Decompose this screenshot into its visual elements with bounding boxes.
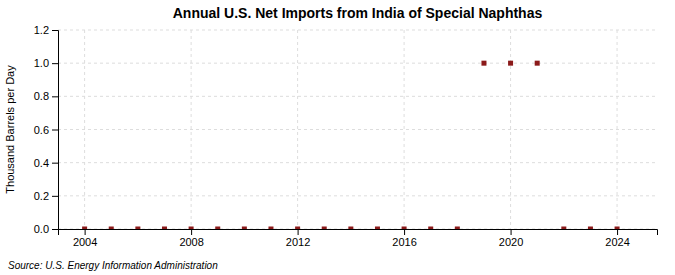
x-tick: 2008 <box>179 229 203 248</box>
point <box>588 227 593 230</box>
point <box>481 61 486 66</box>
point <box>242 227 247 230</box>
point <box>322 227 327 230</box>
y-tick-label: 0.0 <box>34 223 49 235</box>
y-tick: 1.0 <box>34 57 58 69</box>
y-tick-label: 0.8 <box>34 90 49 102</box>
grid <box>58 30 657 229</box>
y-tick-label: 0.2 <box>34 190 49 202</box>
x-tick-label: 2012 <box>286 236 310 248</box>
y-tick-label: 1.0 <box>34 57 49 69</box>
x-grid-line <box>404 30 405 229</box>
y-tick-mark <box>52 163 58 164</box>
x-grid-line <box>84 30 85 229</box>
point <box>135 227 140 230</box>
point <box>109 227 114 230</box>
x-tick: 2012 <box>286 229 310 248</box>
x-axis: 2004 2008 2012 2016 2020 2024 <box>59 229 658 248</box>
x-tick-mark <box>511 229 512 235</box>
x-tick: 2020 <box>499 229 523 248</box>
plot-area: 2004 2008 2012 2016 2020 2024 0.0 0.2 0.4 0.6 0.8 1… <box>34 24 658 248</box>
x-tick-label: 2020 <box>499 236 523 248</box>
x-tick-mark <box>298 229 299 235</box>
chart: 2004 2008 2012 2016 2020 2024 0.0 0.2 0.4 0.6 0.8 1… <box>0 0 675 275</box>
x-tick-mark <box>85 229 86 235</box>
x-tick-mark <box>404 229 405 235</box>
x-grid-line <box>617 30 618 229</box>
point <box>215 227 220 230</box>
point <box>535 61 540 66</box>
y-grid-line <box>58 162 657 163</box>
y-axis-line <box>52 31 59 230</box>
y-grid-line <box>58 129 657 130</box>
y-tick-label: 1.2 <box>34 24 49 36</box>
x-tick-mark <box>617 229 618 235</box>
points <box>82 61 619 229</box>
y-grid-line <box>58 96 657 97</box>
y-grid-line <box>58 30 657 31</box>
x-grid-line <box>191 30 192 229</box>
y-tick-mark <box>52 30 58 31</box>
point <box>348 227 353 230</box>
point <box>402 227 407 230</box>
y-tick: 0.6 <box>34 124 58 136</box>
point <box>615 227 620 230</box>
y-tick: 0.2 <box>34 190 58 202</box>
y-grid-line <box>58 63 657 64</box>
y-tick-mark <box>52 130 58 131</box>
x-tick: 2016 <box>392 229 416 248</box>
y-axis-label: Thousand Barrels per Day <box>4 65 16 194</box>
y-axis: 0.0 0.2 0.4 0.6 0.8 1.0 1.2 <box>34 24 59 235</box>
y-tick-label: 0.6 <box>34 124 49 136</box>
point <box>189 227 194 230</box>
x-tick-label: 2016 <box>392 236 416 248</box>
x-tick: 2004 <box>73 229 97 248</box>
x-grid-line <box>297 30 298 229</box>
x-axis-line <box>59 230 658 236</box>
y-grid-line <box>58 195 657 196</box>
y-tick: 0.4 <box>34 157 58 169</box>
x-tick: 2024 <box>605 229 629 248</box>
y-tick-mark <box>52 96 58 97</box>
source-note: Source: U.S. Energy Information Administ… <box>8 260 218 271</box>
x-tick-mark <box>191 229 192 235</box>
point <box>162 227 167 230</box>
y-tick-mark <box>52 63 58 64</box>
x-grid-line <box>510 30 511 229</box>
point <box>295 227 300 230</box>
y-tick: 0.0 <box>34 223 58 235</box>
x-tick-label: 2008 <box>179 236 203 248</box>
point <box>268 227 273 230</box>
point <box>508 61 513 66</box>
y-tick-mark <box>52 196 58 197</box>
title: Annual U.S. Net Imports from India of Sp… <box>173 5 543 21</box>
point <box>428 227 433 230</box>
y-tick: 0.8 <box>34 90 58 102</box>
x-tick-label: 2004 <box>73 236 97 248</box>
point <box>375 227 380 230</box>
point <box>82 227 87 230</box>
x-tick-label: 2024 <box>605 236 629 248</box>
point <box>455 227 460 230</box>
y-tick: 1.2 <box>34 24 58 36</box>
y-tick-label: 0.4 <box>34 157 49 169</box>
y-tick-mark <box>52 229 58 230</box>
point <box>561 227 566 230</box>
